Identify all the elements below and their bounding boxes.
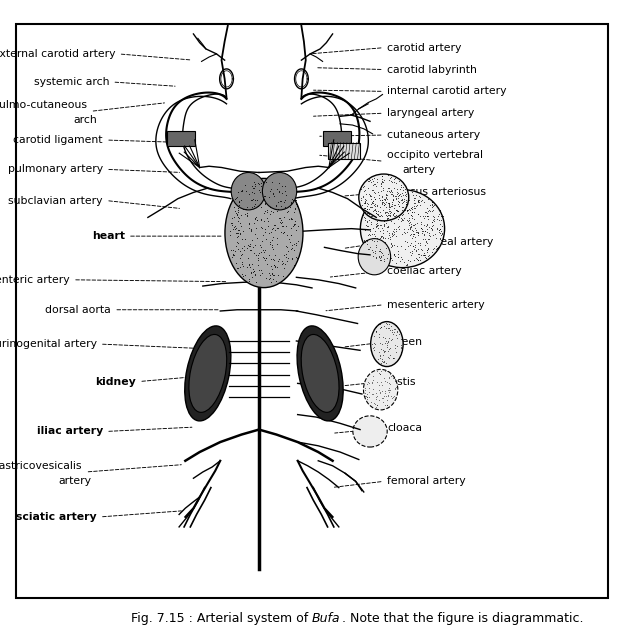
Ellipse shape	[358, 239, 391, 275]
Ellipse shape	[225, 178, 303, 288]
Ellipse shape	[363, 369, 398, 410]
Ellipse shape	[359, 174, 409, 221]
Text: spleen: spleen	[387, 337, 423, 347]
Text: arch: arch	[73, 115, 97, 125]
Text: femoral artery: femoral artery	[387, 477, 466, 487]
Text: external carotid artery: external carotid artery	[0, 49, 115, 59]
Text: pulmonary artery: pulmonary artery	[8, 164, 103, 174]
Ellipse shape	[353, 416, 387, 447]
Text: Bufa: Bufa	[312, 612, 341, 624]
Text: carotid labyrinth: carotid labyrinth	[387, 64, 477, 75]
Ellipse shape	[189, 334, 227, 412]
Ellipse shape	[185, 326, 231, 421]
Ellipse shape	[297, 326, 343, 421]
Ellipse shape	[262, 173, 297, 210]
FancyBboxPatch shape	[328, 143, 360, 159]
Text: coeliaco-mesenteric artery: coeliaco-mesenteric artery	[0, 275, 70, 285]
Text: carotid ligament: carotid ligament	[14, 135, 103, 145]
Text: epigastricovesicalis: epigastricovesicalis	[0, 461, 82, 471]
FancyBboxPatch shape	[16, 24, 608, 598]
Text: cutaneous artery: cutaneous artery	[387, 130, 480, 140]
Text: kidney: kidney	[95, 377, 136, 387]
Text: coeliac artery: coeliac artery	[387, 266, 462, 276]
Text: iliac artery: iliac artery	[37, 427, 103, 437]
Text: oesophageal artery: oesophageal artery	[387, 238, 493, 247]
Text: sciatic artery: sciatic artery	[16, 512, 97, 522]
Text: heart: heart	[92, 231, 125, 241]
Ellipse shape	[361, 190, 444, 267]
FancyBboxPatch shape	[323, 131, 351, 145]
Text: laryngeal artery: laryngeal artery	[387, 108, 474, 118]
Text: artery: artery	[59, 476, 92, 486]
Text: . Note that the figure is diagrammatic.: . Note that the figure is diagrammatic.	[342, 612, 583, 624]
Text: subclavian artery: subclavian artery	[9, 195, 103, 205]
FancyBboxPatch shape	[167, 131, 195, 145]
Text: testis: testis	[387, 377, 416, 387]
Text: Fig. 7.15 : Arterial system of: Fig. 7.15 : Arterial system of	[131, 612, 312, 624]
Ellipse shape	[371, 322, 403, 367]
Text: systemic arch: systemic arch	[34, 77, 109, 87]
Ellipse shape	[231, 173, 266, 210]
Text: stomach: stomach	[387, 211, 434, 221]
Text: carotid artery: carotid artery	[387, 43, 461, 52]
Text: dorsal aorta: dorsal aorta	[46, 305, 111, 315]
Text: truncus arteriosus: truncus arteriosus	[387, 188, 486, 197]
Text: internal carotid artery: internal carotid artery	[387, 87, 507, 96]
Text: cloaca: cloaca	[387, 423, 422, 434]
Text: pulmo-cutaneous: pulmo-cutaneous	[0, 100, 87, 110]
Ellipse shape	[301, 334, 339, 412]
Text: artery: artery	[402, 165, 436, 175]
Text: urinogenital artery: urinogenital artery	[0, 339, 97, 349]
Text: mesenteric artery: mesenteric artery	[387, 300, 484, 310]
Text: occipito vertebral: occipito vertebral	[387, 150, 483, 160]
